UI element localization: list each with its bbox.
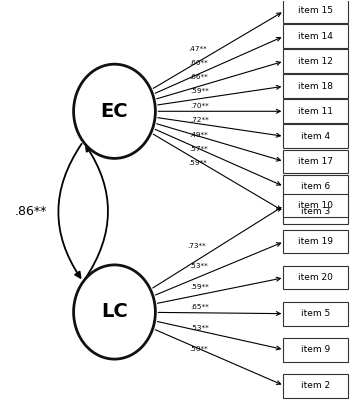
Text: .49**: .49** xyxy=(190,132,208,138)
Text: item 4: item 4 xyxy=(301,132,330,141)
Text: .73**: .73** xyxy=(188,243,206,249)
Text: LC: LC xyxy=(101,302,128,321)
Text: .53**: .53** xyxy=(190,326,209,331)
FancyBboxPatch shape xyxy=(282,24,348,48)
FancyBboxPatch shape xyxy=(282,266,348,289)
FancyBboxPatch shape xyxy=(282,49,348,73)
Text: item 12: item 12 xyxy=(298,57,333,66)
FancyBboxPatch shape xyxy=(282,175,348,199)
FancyBboxPatch shape xyxy=(282,99,348,123)
Text: .86**: .86** xyxy=(15,205,47,218)
Text: item 5: item 5 xyxy=(301,309,330,318)
Text: .59**: .59** xyxy=(190,88,209,94)
Circle shape xyxy=(74,265,155,359)
Text: .50**: .50** xyxy=(189,346,208,352)
FancyBboxPatch shape xyxy=(282,150,348,173)
Circle shape xyxy=(74,64,155,158)
Text: item 15: item 15 xyxy=(298,7,333,16)
FancyBboxPatch shape xyxy=(282,200,348,224)
Text: item 6: item 6 xyxy=(301,182,330,191)
FancyBboxPatch shape xyxy=(282,302,348,326)
FancyBboxPatch shape xyxy=(282,374,348,397)
FancyBboxPatch shape xyxy=(282,338,348,362)
Text: EC: EC xyxy=(101,102,128,121)
Text: .59**: .59** xyxy=(190,284,209,290)
Text: item 3: item 3 xyxy=(301,207,330,216)
Text: item 19: item 19 xyxy=(298,237,333,246)
Text: item 9: item 9 xyxy=(301,345,330,354)
FancyBboxPatch shape xyxy=(282,74,348,98)
Text: .65**: .65** xyxy=(190,305,209,310)
FancyBboxPatch shape xyxy=(282,230,348,254)
Text: .72**: .72** xyxy=(190,118,209,123)
Text: item 11: item 11 xyxy=(298,107,333,116)
Text: .47**: .47** xyxy=(188,46,207,52)
Text: item 17: item 17 xyxy=(298,157,333,166)
Text: .59**: .59** xyxy=(188,160,207,166)
Text: item 2: item 2 xyxy=(301,381,330,390)
Text: item 18: item 18 xyxy=(298,82,333,91)
Text: .53**: .53** xyxy=(189,263,208,269)
Text: item 10: item 10 xyxy=(298,201,333,210)
FancyBboxPatch shape xyxy=(282,194,348,217)
Text: item 20: item 20 xyxy=(298,273,333,282)
Text: .57**: .57** xyxy=(189,146,208,152)
Text: item 14: item 14 xyxy=(298,32,333,41)
FancyBboxPatch shape xyxy=(282,125,348,148)
FancyBboxPatch shape xyxy=(282,0,348,23)
Text: .66**: .66** xyxy=(190,74,208,80)
Text: .70**: .70** xyxy=(190,103,209,109)
Text: .60**: .60** xyxy=(189,60,208,66)
